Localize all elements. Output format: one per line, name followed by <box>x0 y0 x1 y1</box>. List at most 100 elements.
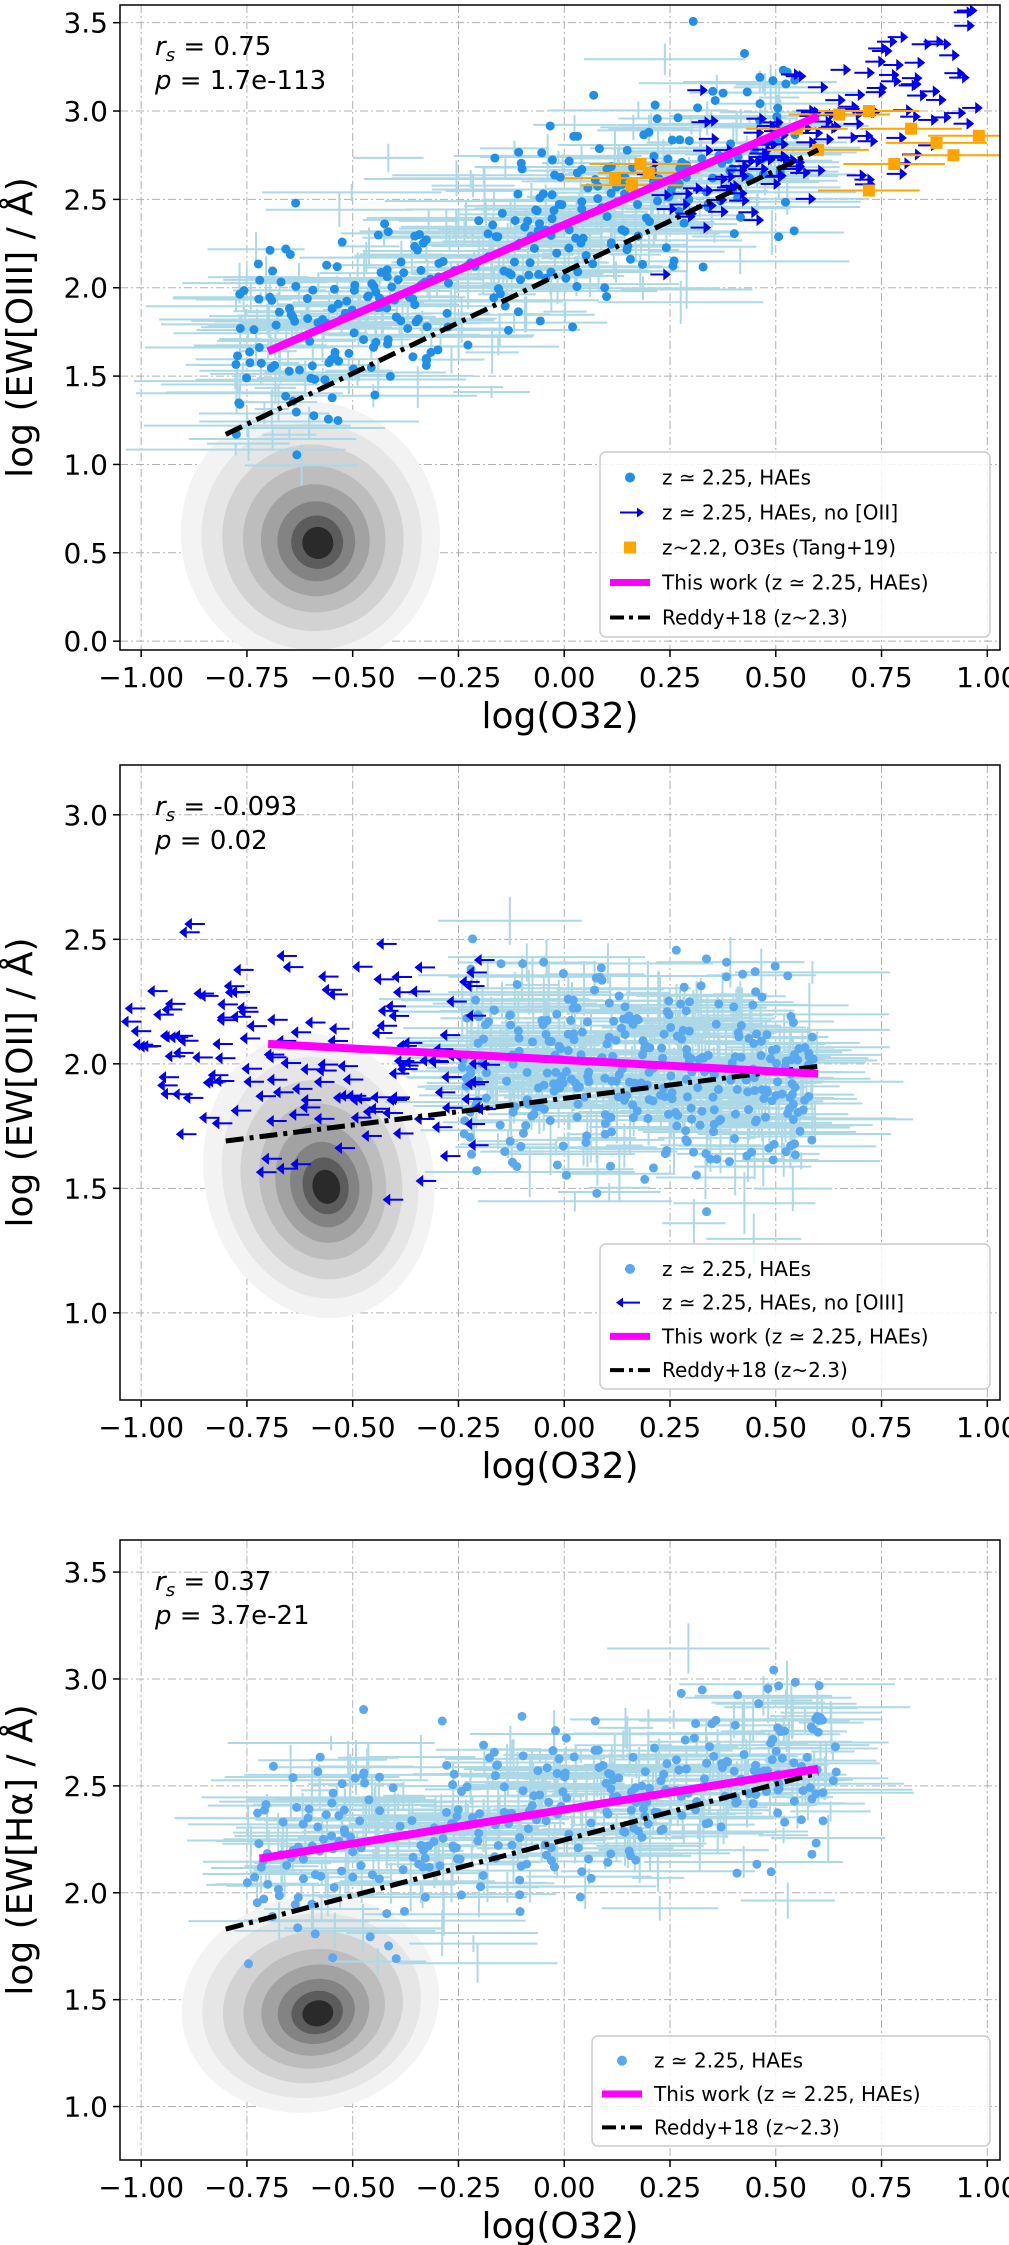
this-work-line <box>258 1764 819 1863</box>
limit-arrow-head <box>759 112 767 125</box>
hae-point <box>606 188 616 198</box>
limit-arrow-head <box>175 1128 184 1141</box>
x-tick-label: 0.50 <box>745 2171 807 2204</box>
limit-arrow-head <box>952 49 960 62</box>
this-work-line <box>267 1039 819 1078</box>
hae-point <box>663 1109 673 1119</box>
hae-point <box>534 269 544 279</box>
hae-point <box>579 1092 589 1102</box>
hae-point <box>631 1783 641 1793</box>
limit-arrow-head <box>857 88 866 101</box>
hae-point <box>426 347 436 357</box>
hae-point <box>644 127 654 137</box>
hae-point <box>548 1746 558 1756</box>
limit-arrow-head <box>870 135 879 148</box>
hae-point <box>506 270 516 280</box>
hae-point <box>356 1861 366 1871</box>
hae-point <box>659 1029 669 1039</box>
y-tick-label: 1.0 <box>63 2091 108 2124</box>
hae-point <box>328 1953 338 1963</box>
hae-point <box>265 292 275 302</box>
hae-point <box>307 1899 317 1909</box>
limit-arrow-head <box>179 926 187 939</box>
y-tick-label: 2.0 <box>63 272 108 305</box>
hae-point <box>628 1752 638 1762</box>
hae-point <box>313 1767 323 1777</box>
limit-arrow-head <box>337 1060 346 1073</box>
plot-area <box>120 896 913 1319</box>
y-axis-label: log (EW[OIII] / Å) <box>0 177 41 478</box>
hae-point <box>478 1871 488 1881</box>
hae-point <box>602 212 612 222</box>
hae-point <box>407 1816 417 1826</box>
limit-arrow-head <box>182 1091 191 1104</box>
hae-point <box>561 1733 571 1743</box>
p-value: p = 0.02 <box>154 826 268 856</box>
stat-p-symbol: p <box>154 826 172 856</box>
hae-point <box>484 1753 494 1763</box>
p-value: p = 3.7e-21 <box>154 1601 310 1631</box>
plot-area <box>125 5 1000 650</box>
limit-arrow-head <box>334 1142 342 1155</box>
limit-arrow-head <box>313 1112 322 1125</box>
hae-point <box>412 245 422 255</box>
x-tick-label: 1.00 <box>956 661 1009 694</box>
limit-arrow-head <box>161 1003 170 1016</box>
limit-arrow-head <box>913 110 921 123</box>
hae-point <box>582 1017 592 1027</box>
limit-arrow-head <box>966 6 975 19</box>
hae-point <box>342 296 352 306</box>
hae-point <box>274 1891 284 1901</box>
limit-arrow-head <box>120 1015 129 1028</box>
hae-point <box>672 1031 682 1041</box>
hae-point <box>773 1077 783 1087</box>
hae-point <box>510 257 520 267</box>
limit-arrow-head <box>288 1108 297 1121</box>
hae-point <box>541 1816 551 1826</box>
hae-point <box>554 1041 564 1051</box>
limit-arrow-head <box>216 1014 225 1027</box>
limit-arrow-head <box>266 1114 274 1128</box>
hae-point <box>628 1100 638 1110</box>
hae-point <box>515 1875 525 1885</box>
hae-point <box>453 1805 463 1815</box>
limit-arrow-head <box>885 44 893 58</box>
hae-point <box>408 352 418 362</box>
limit-arrow-head <box>920 89 928 102</box>
hae-point <box>789 1796 799 1806</box>
limit-arrow-head <box>465 1009 474 1022</box>
hae-point <box>558 1787 568 1797</box>
hae-point <box>709 1105 719 1115</box>
limit-arrow-head <box>290 1158 299 1171</box>
legend-label: z ≃ 2.25, HAEs, no [OIII] <box>662 1291 904 1315</box>
hae-point <box>327 1798 337 1808</box>
hae-point <box>568 995 578 1005</box>
hae-point <box>713 1084 723 1094</box>
hae-point <box>729 229 739 239</box>
hae-point <box>348 1872 358 1882</box>
hae-point <box>633 1015 643 1025</box>
hae-point <box>643 1113 653 1123</box>
limit-arrow-head <box>896 58 904 72</box>
limit-arrow-head <box>783 151 791 164</box>
hae-point <box>537 1015 547 1025</box>
legend-label: z ≃ 2.25, HAEs <box>662 1257 811 1281</box>
hae-point <box>493 284 503 294</box>
limit-arrow-head <box>402 1056 411 1069</box>
x-tick-label: 0.25 <box>639 1411 701 1444</box>
legend: z ≃ 2.25, HAEs This work (z ≃ 2.25, HAEs)… <box>591 2035 991 2147</box>
hae-point <box>474 216 484 226</box>
hae-point <box>614 1773 624 1783</box>
hae-point <box>638 1804 648 1814</box>
limit-arrow-head <box>211 1117 220 1130</box>
hae-point <box>512 1161 522 1171</box>
hae-point <box>544 1036 554 1046</box>
hae-point <box>626 1851 636 1861</box>
hae-point <box>268 266 278 276</box>
limit-arrow-head <box>461 1093 470 1106</box>
limit-arrow-head <box>223 980 232 993</box>
stat-r-value: = 0.75 <box>175 32 271 62</box>
hae-point <box>755 99 765 109</box>
limit-arrow-head <box>843 63 852 76</box>
